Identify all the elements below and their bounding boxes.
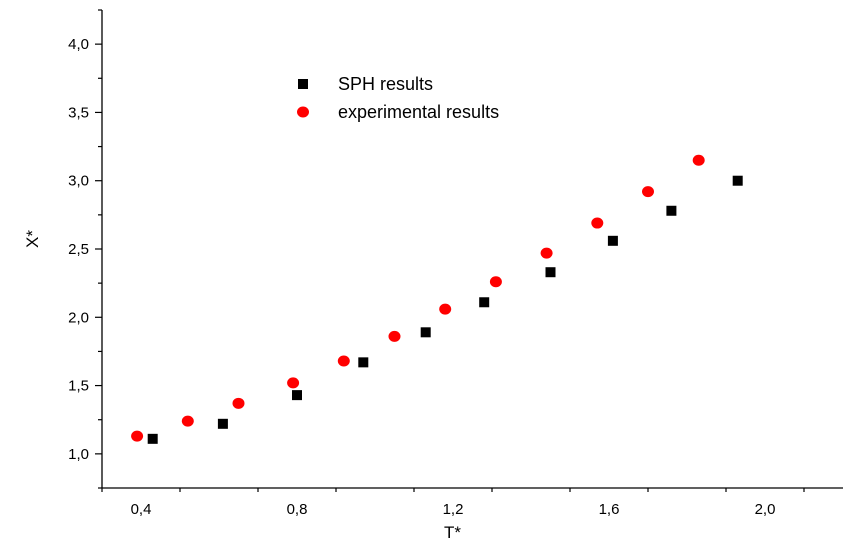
experimental-result-point xyxy=(232,397,245,409)
y-tick-label: 2,5 xyxy=(68,241,89,258)
y-axis-title: X* xyxy=(23,230,42,248)
x-axis-title: T* xyxy=(444,523,461,542)
x-tick-label: 2,0 xyxy=(755,501,776,518)
y-tick-label: 2,0 xyxy=(68,309,89,326)
experimental-result-point xyxy=(540,247,553,259)
legend-label: SPH results xyxy=(338,74,433,94)
legend-square-marker xyxy=(298,79,308,89)
experimental-result-point xyxy=(439,303,452,315)
experimental-result-point xyxy=(181,415,194,427)
experimental-result-point xyxy=(642,186,654,198)
plot-frame xyxy=(101,10,843,489)
sph-result-point xyxy=(292,390,302,401)
legend-label: experimental results xyxy=(338,102,499,122)
x-tick-label: 0,4 xyxy=(131,501,152,518)
x-tick-label: 0,8 xyxy=(287,501,308,518)
y-axis-ticks: 1,0 1,5 2,0 2,5 3,0 3,5 4,0 xyxy=(68,9,102,489)
sph-result-point xyxy=(545,267,556,278)
sph-result-point xyxy=(147,433,158,444)
y-tick-label: 4,0 xyxy=(68,36,89,53)
sph-result-point xyxy=(732,175,743,186)
sph-result-point xyxy=(358,357,369,368)
sph-result-point xyxy=(607,235,618,246)
y-tick-label: 1,0 xyxy=(68,446,89,463)
x-axis-ticks: 0,4 0,8 1,2 1,6 2,0 xyxy=(101,488,805,518)
x-tick-label: 1,2 xyxy=(443,501,464,518)
y-tick-label: 1,5 xyxy=(68,378,89,395)
legend-circle-marker xyxy=(297,106,309,118)
sph-result-point xyxy=(420,327,431,338)
experimental-result-point xyxy=(591,217,604,229)
y-tick-label: 3,5 xyxy=(68,104,89,121)
data-points xyxy=(131,154,743,444)
experimental-result-point xyxy=(388,330,401,342)
experimental-result-point xyxy=(131,430,144,442)
y-tick-label: 3,0 xyxy=(68,173,89,190)
sph-result-point xyxy=(217,418,228,429)
legend: SPH results experimental results xyxy=(297,74,499,122)
experimental-result-point xyxy=(287,377,300,389)
experimental-result-point xyxy=(337,355,350,367)
x-tick-label: 1,6 xyxy=(599,501,620,518)
experimental-result-point xyxy=(692,154,705,166)
sph-result-point xyxy=(479,297,490,308)
experimental-result-point xyxy=(489,276,502,288)
sph-result-point xyxy=(666,205,677,216)
